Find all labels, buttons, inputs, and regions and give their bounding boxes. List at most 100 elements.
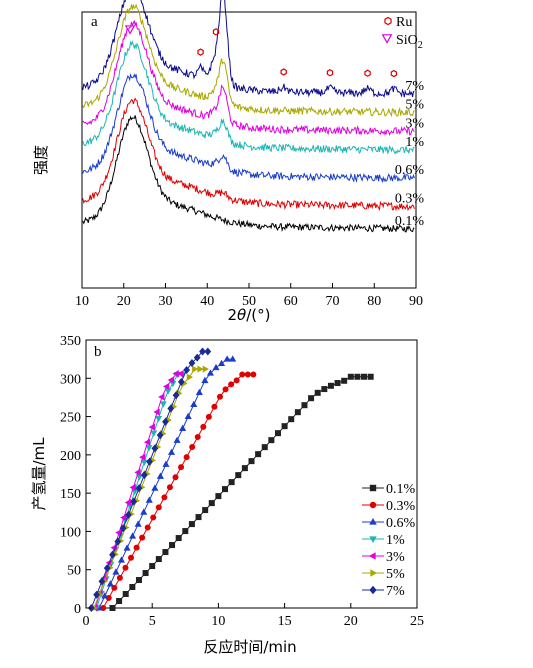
hydrogen-point-3-15 [164,388,172,395]
hydrogen-point-6-20 [193,353,201,362]
hydrogen-legend: 0.1% 0.3% 0.6% 1% 3% 5% 7% [362,482,416,599]
xrd-series-label-2: 0.6% [395,163,425,178]
hydrogen-legend-marker-6 [369,585,377,595]
hydrogen-legend-row-3: 1% [362,533,405,548]
hydrogen-point-2-9 [145,496,153,503]
xrd-curve-3 [82,40,415,155]
hydrogen-point-6-12 [151,444,159,453]
hydrogen-point-0-24 [268,437,275,444]
hydrogen-point-0-30 [308,395,315,402]
hydrogen-point-4-15 [162,382,170,391]
xrd-x-tick-label-0: 10 [75,294,89,309]
hydrogen-point-1-18 [200,423,207,430]
hydrogen-point-0-18 [228,479,235,486]
ru-peak-marker-5 [326,69,334,77]
xrd-curve-2 [82,73,415,184]
hydrogen-point-1-7 [139,534,146,541]
xrd-series-labels: 0.1% 0.3% 0.6% 1% 3% 5% 7% [395,79,425,229]
xrd-curve-4 [82,20,415,137]
xrd-series-label-6: 7% [405,79,424,94]
xrd-curve-6 [82,0,415,98]
hydrogen-point-2-20 [206,369,215,376]
hydrogen-point-1-16 [189,444,196,451]
hydrogen-point-1-23 [228,381,235,388]
hydrogen-point-4-18 [177,370,184,378]
xrd-x-label-suffix: /(°) [246,306,270,324]
sio2-peak-marker [124,25,136,35]
hydrogen-legend-label-2: 0.6% [386,516,416,531]
hydrogen-point-0-22 [255,451,262,458]
xrd-series-label-5: 5% [405,98,424,113]
hydrogen-point-0-20 [241,465,248,472]
hydrogen-point-0-8 [162,549,169,556]
hydrogen-point-1-2 [111,584,118,591]
hydrogen-point-2-4 [117,556,126,563]
hydrogen-point-1-10 [155,504,162,511]
xrd-series-label-3: 1% [405,135,424,150]
hydrogen-plot-frame [85,339,418,609]
hydrogen-point-3-14 [159,401,167,408]
hydrogen-y-tick-label-5: 250 [60,411,81,426]
panel-b-label: b [94,344,102,360]
hydrogen-point-5-18 [186,373,194,381]
hydrogen-legend-label-5: 5% [386,567,405,582]
xrd-phase-markers [124,25,398,78]
hydrogen-point-6-14 [162,417,169,426]
legend-sio2-label: SiO2 [396,33,423,51]
hydrogen-point-1-15 [183,454,190,461]
hydrogen-point-6-8 [130,497,138,506]
hydrogen-legend-label-1: 0.3% [386,499,416,514]
hydrogen-legend-marker-2 [369,517,377,525]
hydrogen-point-6-11 [146,457,153,466]
hydrogen-point-4-14 [158,393,165,401]
hydrogen-point-3-12 [150,430,158,437]
hydrogen-y-tick-label-0: 0 [74,602,81,617]
hydrogen-legend-row-4: 3% [362,550,405,565]
hydrogen-x-tick-label-5: 25 [410,614,424,629]
hydrogen-point-1-27 [250,371,257,378]
hydrogen-point-5-20 [197,365,204,373]
hydrogen-point-0-34 [334,380,341,387]
hydrogen-point-2-23 [223,355,231,362]
hydrogen-point-0-13 [195,514,202,521]
xrd-x-tick-label-4: 50 [242,294,256,309]
xrd-x-tick-label-6: 70 [326,294,340,309]
hydrogen-series-6 [87,347,212,612]
legend-ru-label: Ru [396,15,412,30]
hydrogen-point-0-2 [122,591,129,598]
hydrogen-point-0-29 [301,402,308,409]
hydrogen-point-6-0 [87,604,95,612]
hydrogen-point-0-14 [202,507,209,514]
hydrogen-x-tick-label-0: 0 [83,614,90,629]
xrd-x-label-theta: θ [237,306,246,324]
xrd-curve-5 [82,3,415,118]
hydrogen-legend-row-5: 5% [362,567,405,582]
hydrogen-point-0-1 [116,598,123,605]
hydrogen-legend-marker-3 [369,536,377,544]
hydrogen-legend-marker-4 [368,552,376,560]
hydrogen-point-0-39 [367,373,374,380]
hydrogen-point-1-6 [133,544,140,551]
hydrogen-point-2-16 [184,412,192,419]
hydrogen-point-0-23 [261,444,268,451]
hydrogen-legend-row-6: 7% [362,584,405,599]
xrd-legend: Ru SiO2 [381,15,423,51]
legend-sio2-subscript: 2 [418,40,423,51]
ru-peak-marker-7 [390,69,398,78]
hydrogen-x-tick-label-4: 20 [344,614,358,629]
hydrogen-legend-marker-5 [370,569,378,577]
hydrogen-x-tick-label-2: 10 [211,614,225,629]
hydrogen-point-0-5 [142,570,149,577]
hydrogen-point-0-31 [314,389,321,396]
hydrogen-legend-row-2: 0.6% [362,516,416,531]
xrd-series-label-4: 3% [405,116,424,131]
hydrogen-point-4-10 [139,453,146,461]
hydrogen-point-2-19 [201,376,209,384]
xrd-x-tick-label-2: 30 [159,294,173,309]
legend-ru-symbol [384,16,392,26]
hydrogen-point-0-15 [208,500,215,507]
hydrogen-point-0-36 [347,373,354,380]
hydrogen-point-4-8 [129,483,136,491]
hydrogen-series-1 [100,371,257,612]
